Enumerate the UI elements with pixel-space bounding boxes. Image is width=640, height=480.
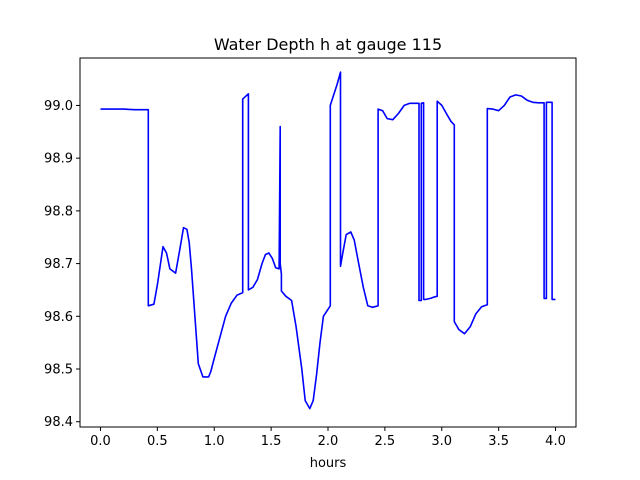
y-tick-label: 98.4 bbox=[44, 415, 73, 430]
x-tick-label: 2.5 bbox=[375, 434, 396, 449]
x-axis-ticks: 0.0 0.5 1.0 1.5 2.0 2.5 3.0 3.5 4.0 bbox=[90, 427, 566, 449]
y-tick-label: 98.7 bbox=[44, 257, 73, 272]
axes-frame bbox=[79, 57, 577, 428]
y-tick-label: 98.5 bbox=[44, 363, 73, 378]
x-tick-label: 3.5 bbox=[488, 434, 509, 449]
x-tick-label: 1.5 bbox=[261, 434, 282, 449]
series-line bbox=[100, 71, 556, 410]
x-tick-label: 3.0 bbox=[431, 434, 452, 449]
x-tick-label: 2.0 bbox=[318, 434, 339, 449]
y-tick-label: 99.0 bbox=[44, 99, 73, 114]
y-axis-ticks: 98.4 98.5 98.6 98.7 98.8 98.9 99.0 bbox=[44, 99, 80, 430]
x-tick-label: 1.0 bbox=[204, 434, 225, 449]
x-tick-label: 4.0 bbox=[545, 434, 566, 449]
plot-area bbox=[100, 71, 556, 410]
x-axis-label: hours bbox=[310, 456, 347, 471]
y-tick-label: 98.8 bbox=[44, 204, 73, 219]
y-tick-label: 98.6 bbox=[44, 310, 73, 325]
chart-title: Water Depth h at gauge 115 bbox=[214, 35, 442, 54]
x-tick-label: 0.0 bbox=[90, 434, 111, 449]
x-tick-label: 0.5 bbox=[147, 434, 168, 449]
y-tick-label: 98.9 bbox=[44, 152, 73, 167]
